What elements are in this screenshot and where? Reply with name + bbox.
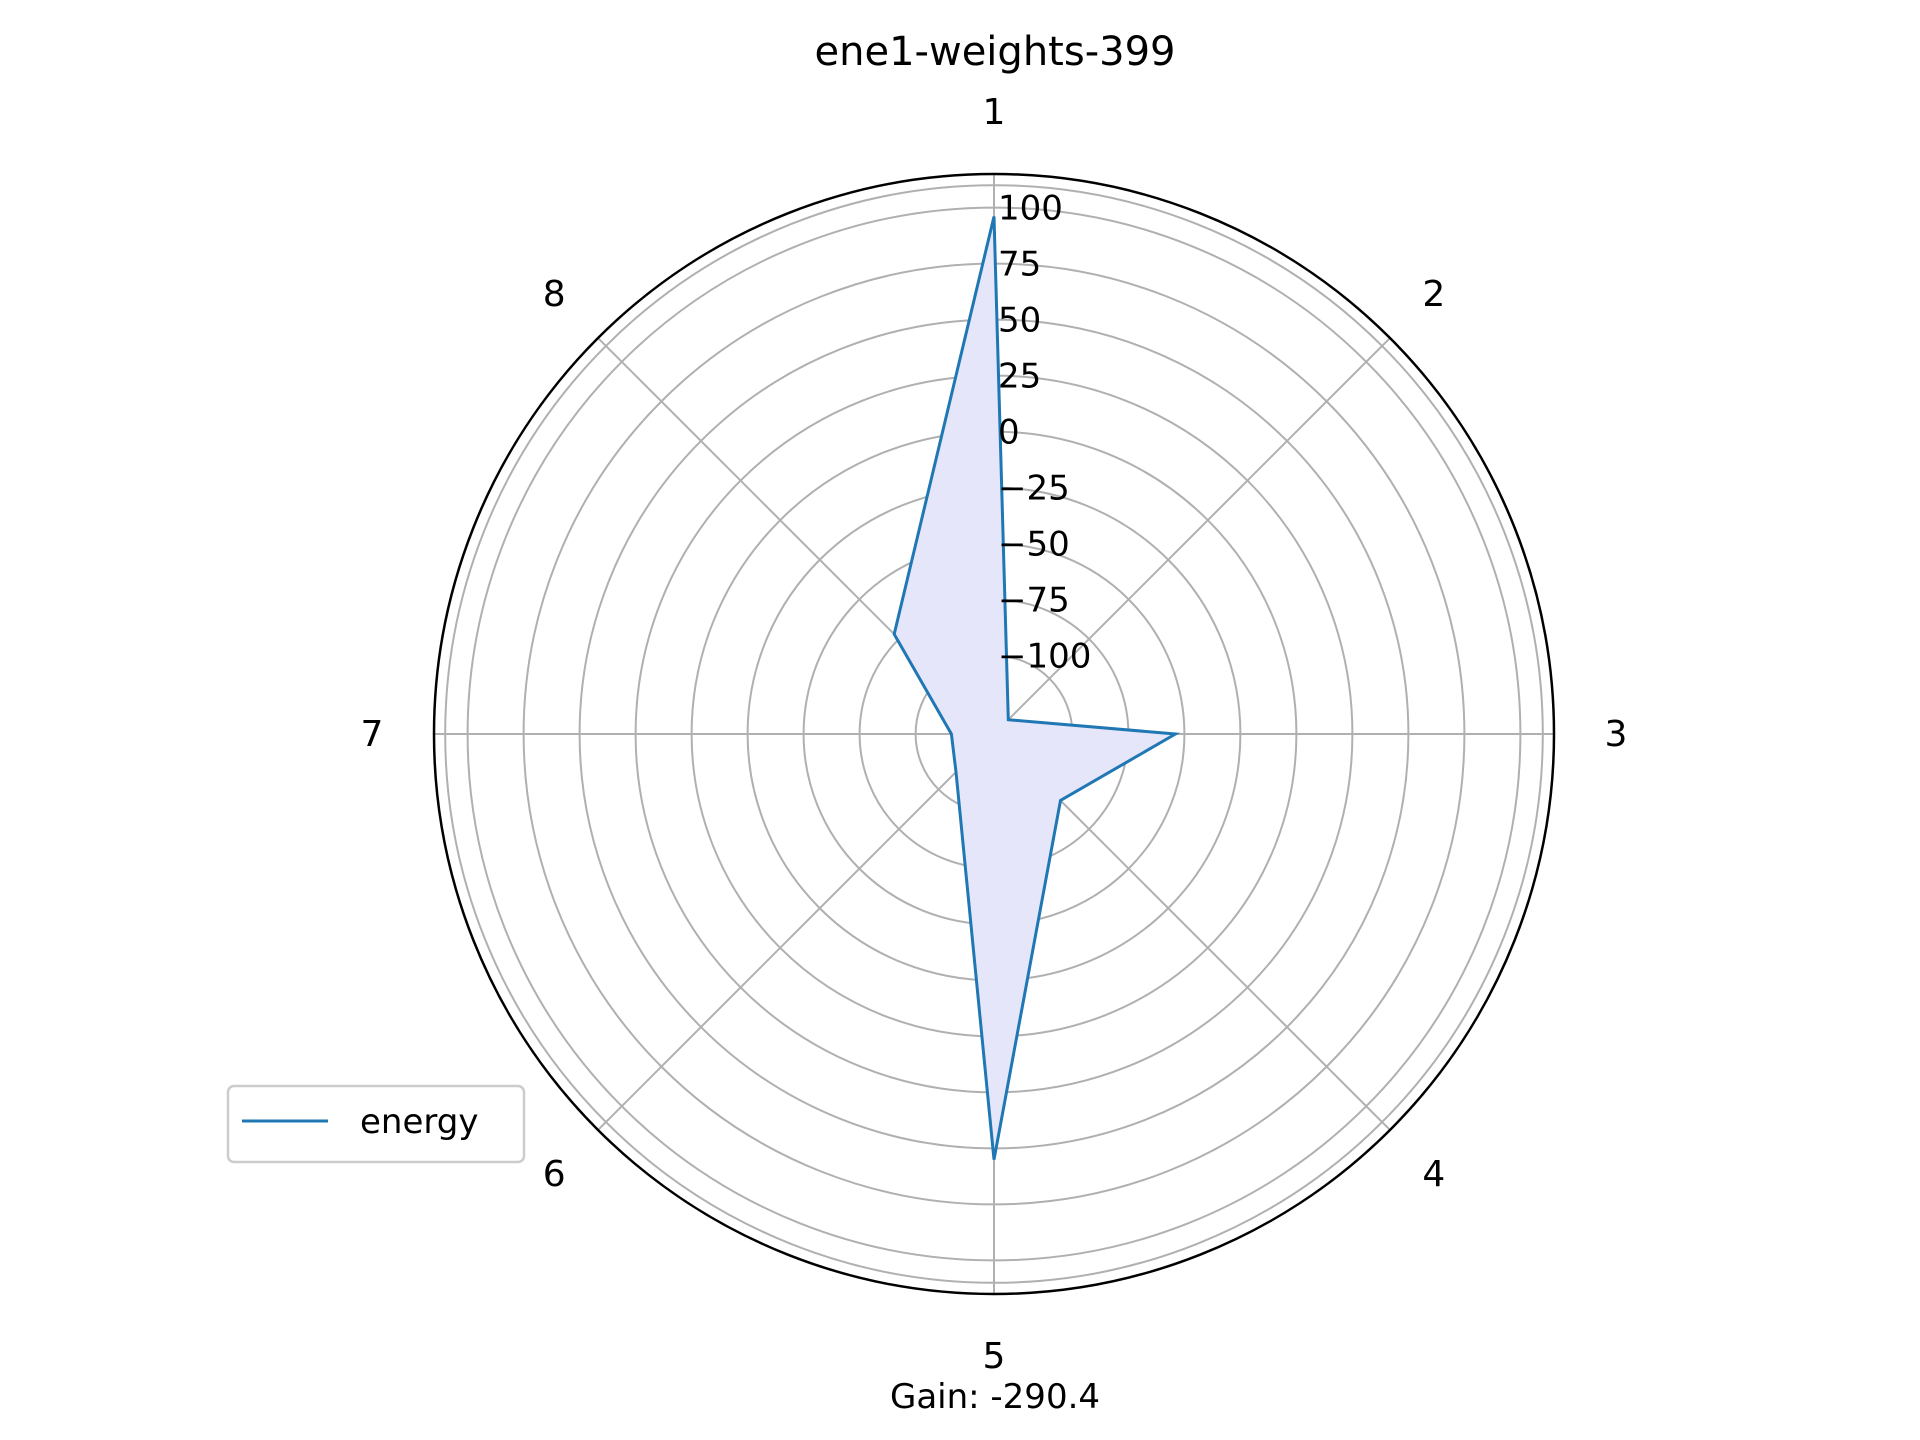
- data-point-1: [993, 216, 995, 218]
- data-point-2: [1007, 719, 1009, 721]
- chart-title: ene1-weights-399: [815, 29, 1176, 75]
- data-point-3: [1174, 733, 1176, 735]
- series-fill-energy: [894, 216, 1176, 1160]
- radial-tick-label: −100: [998, 637, 1091, 677]
- radial-tick-label: 75: [998, 245, 1041, 285]
- angular-tick-label-2: 2: [1422, 274, 1445, 315]
- data-point-7: [950, 733, 952, 735]
- data-point-4: [1060, 800, 1062, 802]
- radial-tick-label: −50: [998, 525, 1070, 565]
- radial-tick-label: −25: [998, 469, 1070, 509]
- angular-tick-label-6: 6: [543, 1154, 566, 1195]
- data-point-8: [893, 633, 895, 635]
- gain-label: Gain: -290.4: [890, 1377, 1100, 1417]
- radial-tick-label: 100: [998, 189, 1063, 229]
- legend: energy: [226, 1084, 526, 1164]
- angular-tick-label-4: 4: [1422, 1154, 1445, 1195]
- radial-tick-label: 50: [998, 301, 1041, 341]
- angular-tick-label-3: 3: [1605, 714, 1628, 755]
- radial-tick-label: −75: [998, 581, 1070, 621]
- angular-tick-label-1: 1: [983, 92, 1006, 133]
- data-point-6: [955, 771, 957, 773]
- legend-label-energy: energy: [360, 1102, 478, 1142]
- radial-tick-label: 0: [998, 413, 1020, 453]
- radial-tick-labels: −100 −75 −50 −25 0 25 50 75 100: [998, 189, 1091, 677]
- polar-frame: [432, 172, 1556, 1296]
- angular-tick-label-8: 8: [543, 274, 566, 315]
- plot-area: [892, 216, 1181, 1161]
- angular-tick-label-5: 5: [983, 1336, 1006, 1377]
- radial-tick-label: 25: [998, 357, 1041, 397]
- grid-spoke: [993, 337, 1391, 735]
- angular-tick-label-7: 7: [361, 714, 384, 755]
- grid-spoke: [597, 733, 995, 1131]
- data-point-5: [993, 1159, 995, 1161]
- angular-tick-labels: 1 2 3 4 5 6 7 8: [361, 92, 1628, 1377]
- legend-box: [226, 1084, 526, 1164]
